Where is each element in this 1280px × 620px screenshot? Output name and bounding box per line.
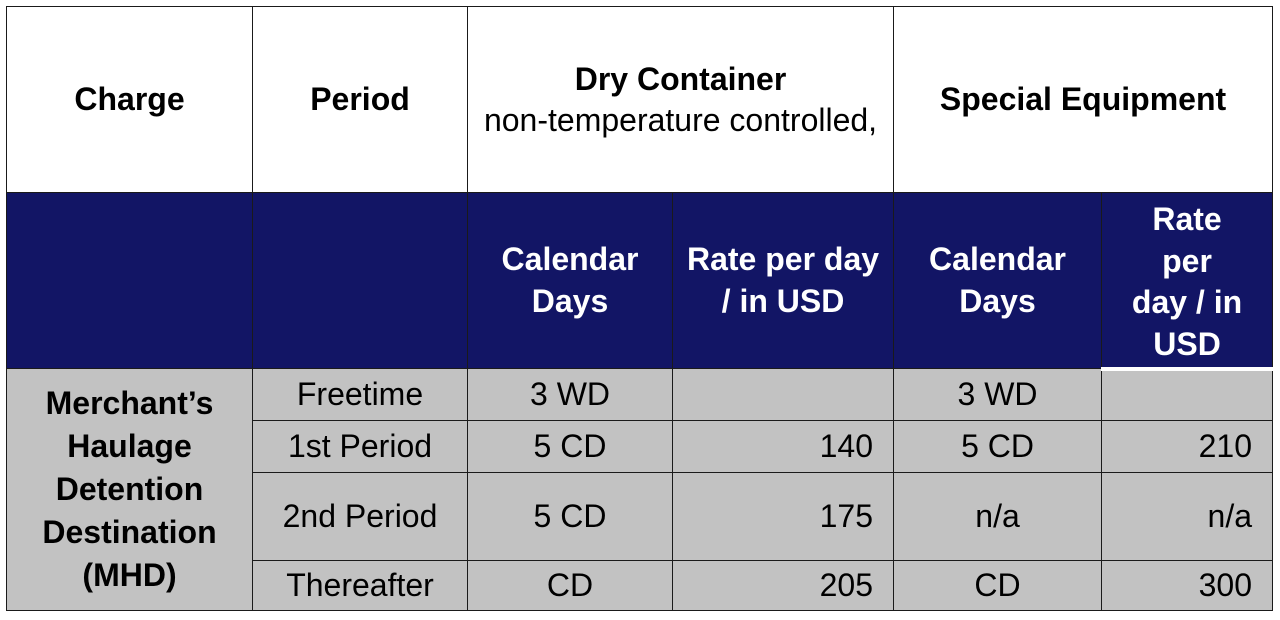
dry-days-cell: 3 WD bbox=[468, 369, 673, 421]
special-days-cell: n/a bbox=[894, 473, 1102, 561]
dry-days-cell: 5 CD bbox=[468, 473, 673, 561]
dry-rate-cell: 140 bbox=[673, 421, 894, 473]
special-rate-line: day / in bbox=[1112, 282, 1262, 324]
period-cell: Freetime bbox=[253, 369, 468, 421]
special-rate-line: per bbox=[1112, 241, 1262, 283]
dry-days-cell: CD bbox=[468, 561, 673, 611]
period-header: Period bbox=[253, 7, 468, 193]
special-rate-cell: n/a bbox=[1102, 473, 1273, 561]
special-rate-cell bbox=[1102, 369, 1273, 421]
dry-rate-cell bbox=[673, 369, 894, 421]
special-rate-cell: 210 bbox=[1102, 421, 1273, 473]
dry-container-title: Dry Container bbox=[478, 59, 883, 100]
blank-subheader-charge bbox=[7, 193, 253, 369]
special-calendar-days-header: Calendar Days bbox=[894, 193, 1102, 369]
charge-label: Merchant’s Haulage Detention Destination… bbox=[7, 369, 253, 611]
table-row: Merchant’s Haulage Detention Destination… bbox=[7, 369, 1273, 421]
period-cell: Thereafter bbox=[253, 561, 468, 611]
period-cell: 1st Period bbox=[253, 421, 468, 473]
special-rate-header: Rate per day / in USD bbox=[1102, 193, 1273, 369]
dry-rate-cell: 205 bbox=[673, 561, 894, 611]
special-days-cell: CD bbox=[894, 561, 1102, 611]
special-rate-line: Rate bbox=[1112, 199, 1262, 241]
dry-container-subtitle: non-temperature controlled, bbox=[478, 100, 883, 141]
dry-rate-cell: 175 bbox=[673, 473, 894, 561]
special-equipment-header: Special Equipment bbox=[894, 7, 1273, 193]
detention-tariff-table: Charge Period Dry Container non-temperat… bbox=[6, 6, 1273, 611]
dry-rate-header: Rate per day / in USD bbox=[673, 193, 894, 369]
blank-subheader-period bbox=[253, 193, 468, 369]
charge-header: Charge bbox=[7, 7, 253, 193]
special-rate-cell: 300 bbox=[1102, 561, 1273, 611]
special-days-cell: 5 CD bbox=[894, 421, 1102, 473]
dry-container-header: Dry Container non-temperature controlled… bbox=[468, 7, 894, 193]
dry-calendar-days-header: Calendar Days bbox=[468, 193, 673, 369]
header-row-sub: Calendar Days Rate per day / in USD Cale… bbox=[7, 193, 1273, 369]
header-row-main: Charge Period Dry Container non-temperat… bbox=[7, 7, 1273, 193]
special-rate-line: USD bbox=[1112, 324, 1262, 366]
period-cell: 2nd Period bbox=[253, 473, 468, 561]
special-days-cell: 3 WD bbox=[894, 369, 1102, 421]
dry-days-cell: 5 CD bbox=[468, 421, 673, 473]
